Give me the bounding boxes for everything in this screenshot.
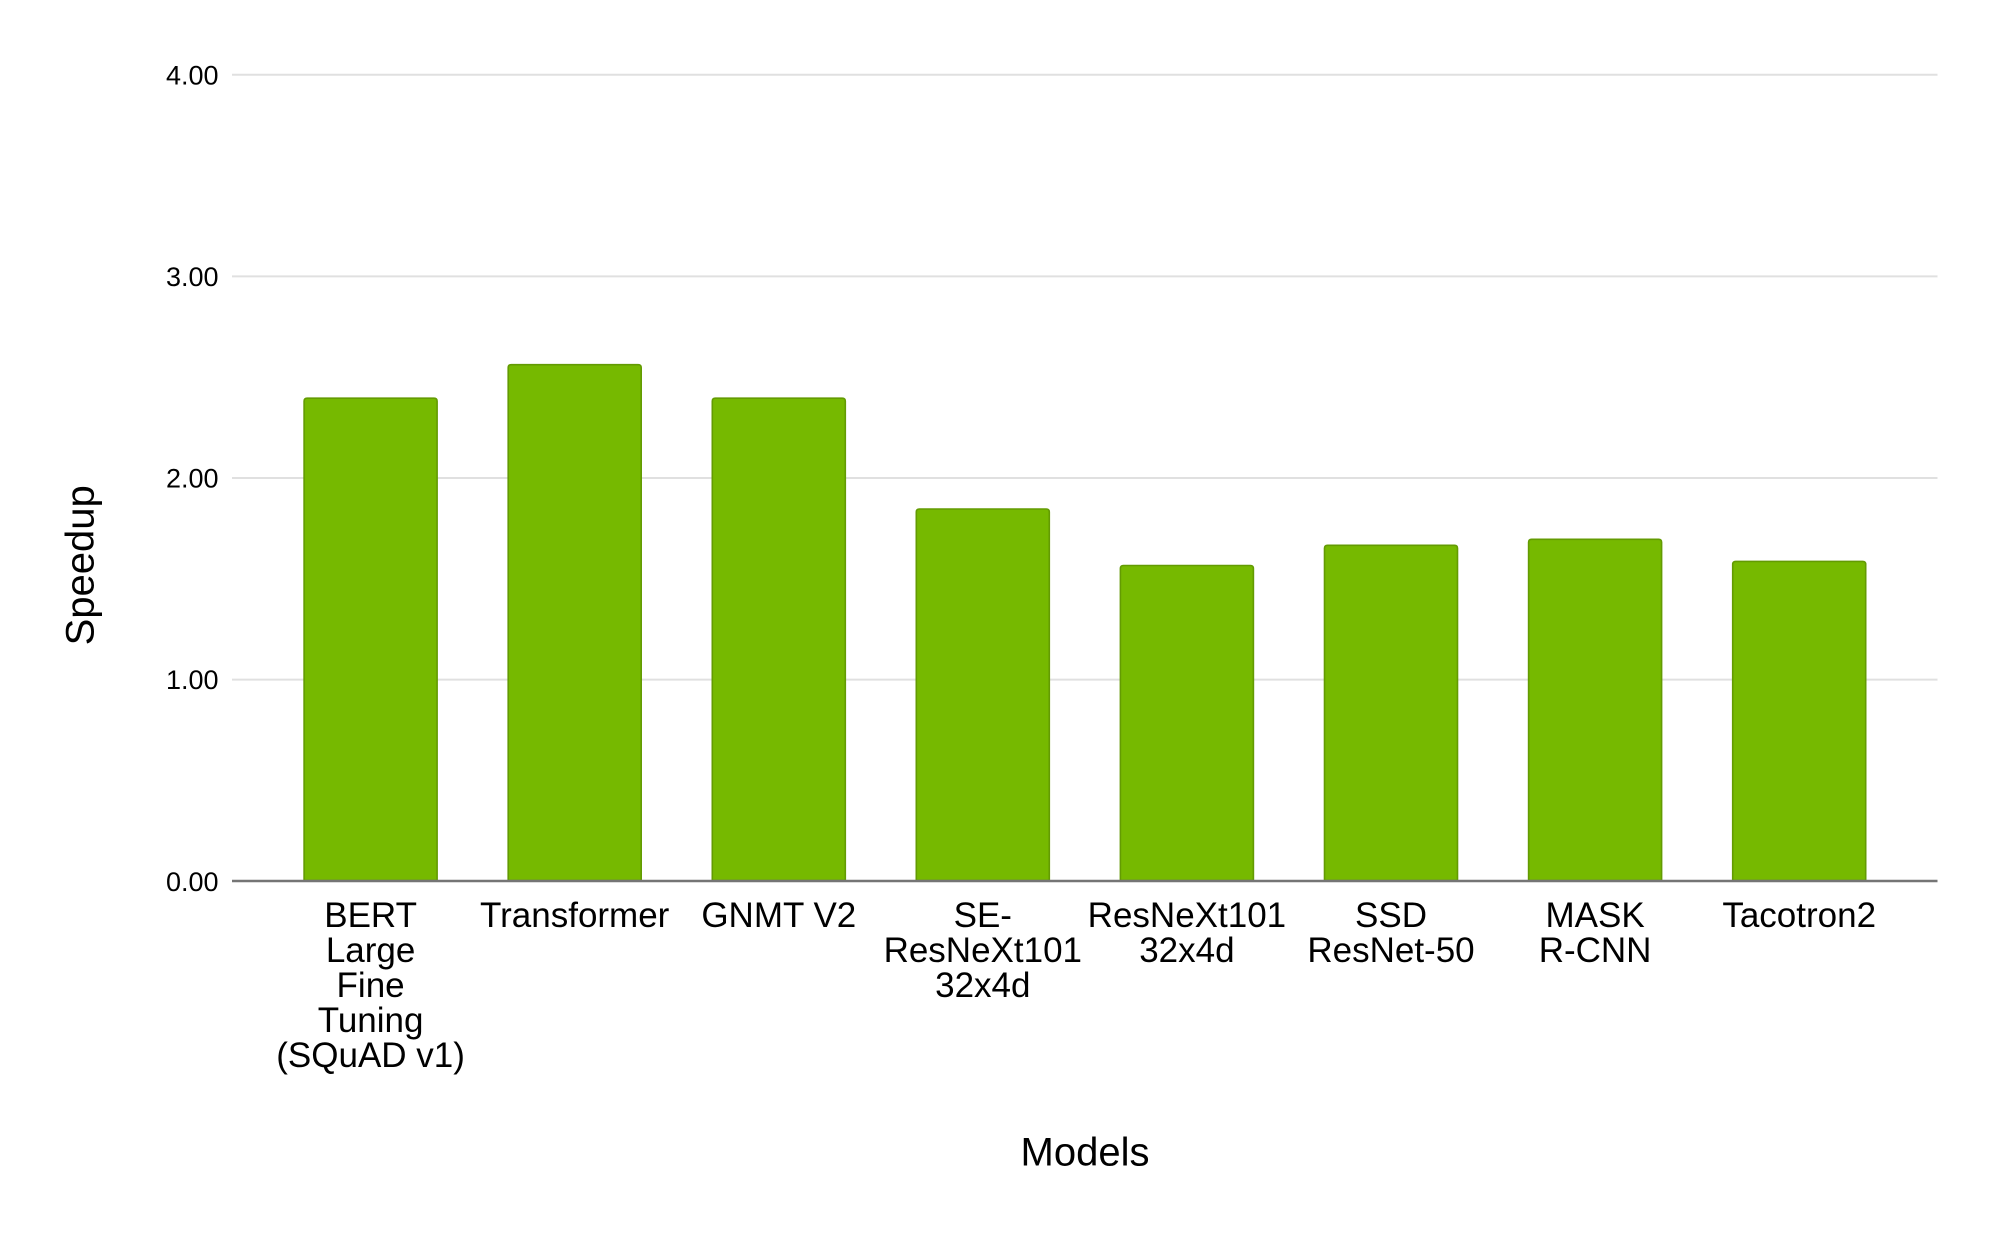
svg-text:Transformer: Transformer	[480, 896, 670, 935]
svg-text:3.00: 3.00	[166, 262, 219, 292]
svg-text:1.00: 1.00	[166, 665, 219, 695]
svg-text:0.00: 0.00	[166, 867, 219, 897]
svg-text:Speedup: Speedup	[58, 485, 102, 645]
svg-text:GNMT V2: GNMT V2	[701, 896, 856, 935]
svg-text:4.00: 4.00	[166, 60, 219, 90]
svg-text:Tacotron2: Tacotron2	[1722, 896, 1876, 935]
svg-text:Models: Models	[1021, 1131, 1150, 1175]
svg-text:2.00: 2.00	[166, 464, 219, 494]
